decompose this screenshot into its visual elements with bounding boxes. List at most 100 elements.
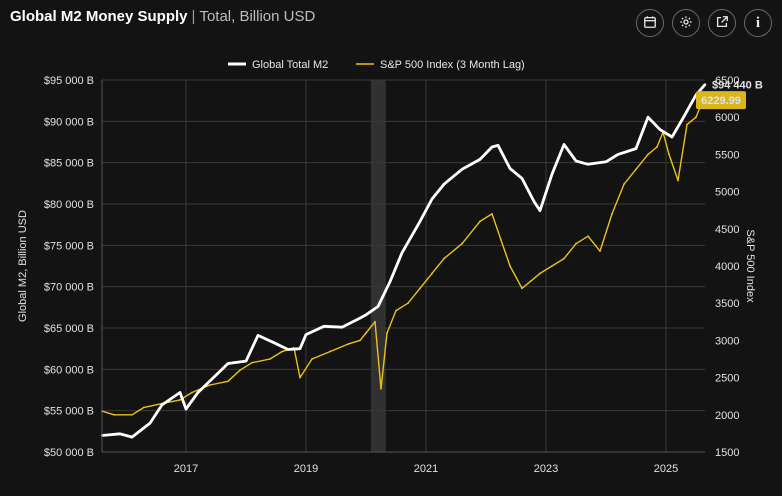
m2-point [496, 144, 500, 147]
m2-point [658, 128, 662, 131]
m2-point [490, 145, 494, 149]
left-tick-label: $70 000 B [44, 282, 94, 294]
m2-point [244, 359, 248, 363]
m2-point [520, 177, 524, 180]
series-layer [100, 83, 707, 439]
chart-header: Global M2 Money Supply | Total, Billion US… [10, 8, 315, 25]
sp500-point [695, 116, 697, 119]
sp500-end-badge [696, 91, 746, 110]
m2-point [586, 163, 590, 166]
left-tick-label: $95 000 B [44, 75, 94, 87]
highlight-band-layer [370, 80, 386, 452]
left-tick-label: $50 000 B [44, 447, 94, 459]
sp500-point [227, 380, 229, 383]
sp500-point [329, 350, 331, 353]
sp500-point [500, 239, 502, 241]
sp500-point [635, 168, 637, 171]
sp500-point [239, 369, 241, 372]
right-tick-label: 5500 [715, 149, 739, 161]
sp500-point [347, 343, 349, 346]
m2-point [460, 168, 464, 171]
m2-point [550, 173, 554, 176]
export-button[interactable] [708, 9, 736, 37]
m2-point [670, 135, 674, 139]
sp500-end-label: 6229.99 [701, 95, 741, 107]
external-link-icon [715, 15, 729, 32]
m2-point [130, 435, 134, 439]
sp500-point [551, 265, 553, 267]
recession-band [370, 80, 386, 452]
m2-point [196, 391, 200, 394]
right-tick-label: 1500 [715, 447, 739, 459]
sp500-point [407, 302, 409, 305]
m2-point [400, 251, 404, 254]
chart-title: Global M2 Money Supply [10, 8, 188, 25]
grid-layer [102, 79, 705, 453]
sp500-point [269, 358, 271, 360]
m2-point [508, 167, 512, 170]
m2-point [646, 116, 650, 119]
sp500-point [311, 358, 313, 360]
m2-point [184, 407, 188, 411]
sp500-point [479, 220, 481, 223]
right-tick-label: 4000 [715, 261, 739, 273]
legend-label-sp500: S&P 500 Index (3 Month Lag) [380, 59, 525, 71]
gear-icon [679, 15, 693, 32]
right-axis-title: S&P 500 Index [744, 229, 756, 303]
sp500-point [113, 413, 115, 416]
m2-end-label: $94 440 B [712, 80, 763, 92]
right-tick-label: 3500 [715, 298, 739, 310]
m2-point [256, 334, 260, 337]
left-tick-label: $60 000 B [44, 364, 94, 376]
sp500-point [419, 287, 421, 290]
sp500-point [686, 123, 688, 126]
m2-point [562, 143, 566, 146]
m2-point [604, 160, 608, 164]
chart-subtitle: Total, Billion USD [199, 8, 316, 25]
m2-point [703, 83, 707, 86]
chart-toolbar: i [636, 9, 772, 37]
sp500-point [191, 391, 193, 394]
sp500-point [209, 384, 211, 386]
m2-point [298, 347, 302, 350]
sp500-point [380, 387, 382, 390]
sp500-point [431, 272, 433, 275]
settings-button[interactable] [672, 9, 700, 37]
m2-point [304, 333, 308, 336]
sp500-point [575, 242, 577, 245]
date-range-button[interactable] [636, 9, 664, 37]
sp500-point [587, 235, 589, 238]
sp500-point [539, 272, 541, 275]
sp500-point [647, 153, 649, 156]
m2-point [358, 316, 362, 320]
sp500-point [623, 183, 625, 186]
m2-point [574, 159, 578, 163]
left-tick-label: $65 000 B [44, 323, 94, 335]
sp500-point [443, 257, 445, 260]
sp500-point [461, 242, 463, 245]
sp500-point [143, 406, 145, 409]
sp500-point [179, 399, 181, 401]
m2-point [478, 158, 482, 161]
m2-point [682, 115, 686, 118]
sp500-point [251, 361, 253, 364]
sp500-point [374, 320, 376, 323]
m2-point [442, 182, 446, 186]
left-tick-label: $75 000 B [44, 240, 94, 252]
x-tick-label: 2017 [174, 463, 198, 475]
sp500-point [530, 279, 532, 282]
end-label-layer: $94 440 B 6229.99 [696, 80, 763, 110]
sp500-point [365, 332, 367, 334]
legend[interactable]: Global Total M2 S&P 500 Index (3 Month La… [228, 59, 525, 71]
m2-point [532, 200, 536, 203]
m2-point [616, 153, 620, 156]
left-tick-label: $55 000 B [44, 406, 94, 418]
info-button[interactable]: i [744, 9, 772, 37]
right-tick-label: 2000 [715, 410, 739, 422]
left-tick-label: $90 000 B [44, 116, 94, 128]
axis-layer: $50 000 B $55 000 B $60 000 B $65 000 B $70 … [17, 75, 756, 475]
sp500-line [101, 99, 706, 416]
sp500-point [359, 339, 361, 342]
m2-point [634, 147, 638, 150]
right-tick-label: 3000 [715, 335, 739, 347]
